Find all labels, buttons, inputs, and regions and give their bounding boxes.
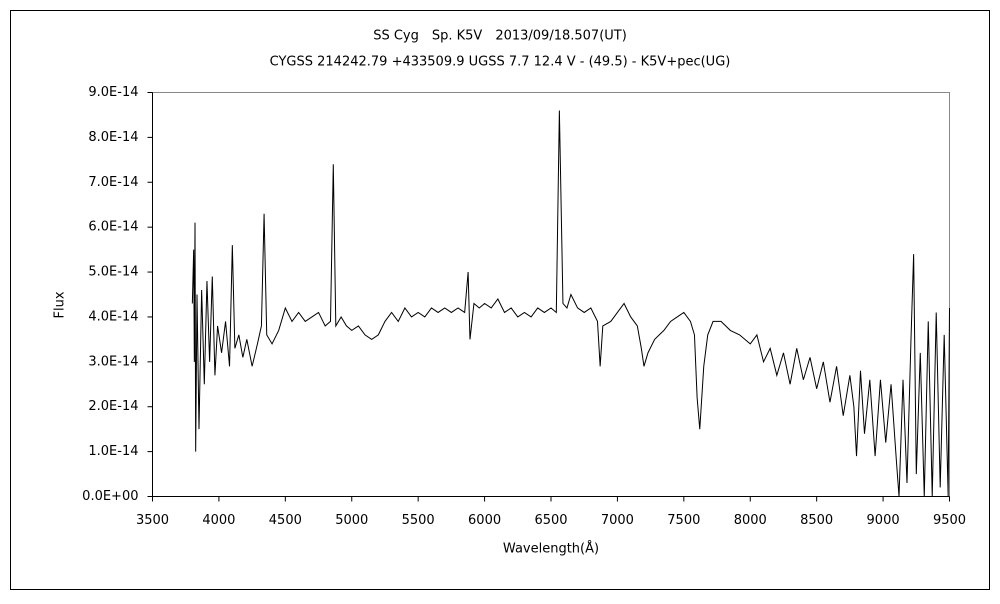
chart-frame: [10, 10, 990, 590]
x-tick-label: 9500: [933, 513, 966, 528]
x-tick-label: 8500: [800, 513, 833, 528]
y-tick-label: 7.0E-14: [88, 175, 138, 190]
x-axis-label: Wavelength(Å): [503, 541, 599, 557]
y-axis-label: Flux: [53, 291, 68, 318]
y-tick-label: 3.0E-14: [88, 354, 138, 369]
y-tick-label: 2.0E-14: [88, 399, 138, 414]
x-tick-label: 3500: [136, 513, 169, 528]
y-tick-label: 5.0E-14: [88, 265, 138, 280]
x-tick-label: 4000: [202, 513, 235, 528]
x-tick-label: 6000: [468, 513, 501, 528]
x-tick-label: 5500: [402, 513, 435, 528]
x-tick-label: 8000: [734, 513, 767, 528]
x-tick-label: 9000: [867, 513, 900, 528]
spectrum-line: [191, 110, 950, 497]
y-tick-label: 9.0E-14: [88, 85, 138, 100]
y-tick-label: 1.0E-14: [88, 444, 138, 459]
chart-title: SS Cyg Sp. K5V 2013/09/18.507(UT): [373, 29, 627, 44]
x-tick-label: 4500: [269, 513, 302, 528]
y-tick-label: 8.0E-14: [88, 130, 138, 145]
y-tick-label: 4.0E-14: [88, 309, 138, 324]
chart-subtitle: CYGSS 214242.79 +433509.9 UGSS 7.7 12.4 …: [270, 55, 731, 70]
y-tick-label: 6.0E-14: [88, 220, 138, 235]
y-tick-label: 0.0E+00: [82, 489, 138, 504]
x-tick-label: 6500: [534, 513, 567, 528]
x-tick-label: 7500: [667, 513, 700, 528]
x-tick-label: 5000: [335, 513, 368, 528]
x-tick-label: 7000: [601, 513, 634, 528]
